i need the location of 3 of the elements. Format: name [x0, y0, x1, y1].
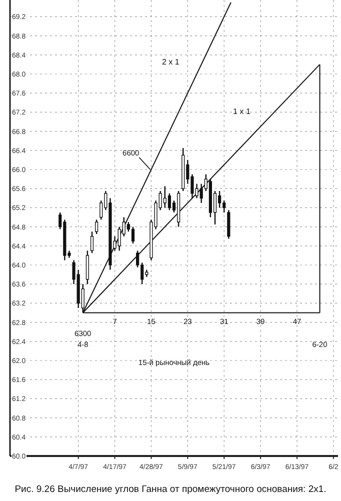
series-label: 1 x 1 [233, 107, 251, 116]
text: Рис. 9.26 Вычисление углов Ганна от промежуточного основания: 2x1. [14, 484, 326, 495]
text: 2 x 1 [162, 57, 180, 66]
